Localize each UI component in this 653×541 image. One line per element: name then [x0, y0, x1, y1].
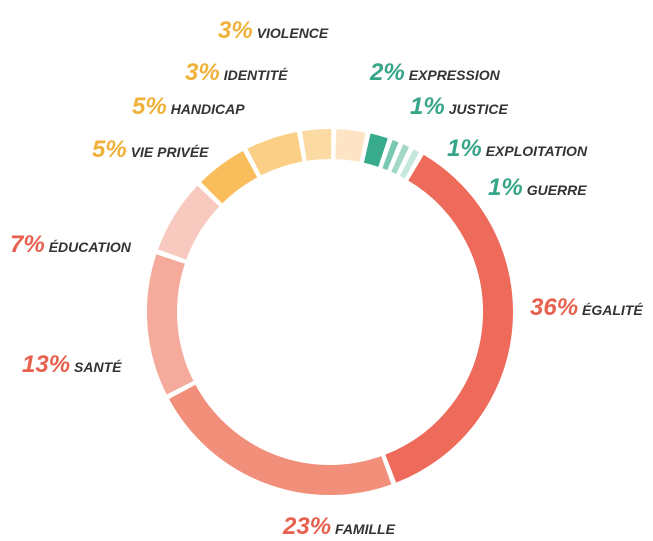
donut-segment [399, 149, 420, 179]
label-percent: 7% [10, 231, 45, 258]
donut-segment [385, 154, 513, 483]
label-name: VIOLENCE [257, 25, 329, 41]
donut-segment [302, 129, 332, 161]
label-percent: 3% [185, 59, 220, 86]
donut-segment [147, 254, 194, 395]
label-name: ÉGALITÉ [582, 302, 643, 318]
donut-segment [158, 185, 220, 261]
label-name: EXPLOITATION [486, 143, 588, 159]
label-percent: 3% [218, 17, 253, 44]
segment-label: 23% FAMILLE [282, 513, 396, 540]
label-name: HANDICAP [171, 101, 246, 117]
label-percent: 13% [22, 351, 70, 378]
label-name: IDENTITÉ [224, 67, 288, 83]
donut-segment [247, 132, 303, 176]
label-name: VIE PRIVÉE [131, 144, 209, 160]
label-name: JUSTICE [449, 101, 509, 117]
segment-label: 1% JUSTICE [410, 93, 508, 120]
label-name: SANTÉ [74, 359, 122, 375]
label-percent: 5% [92, 136, 127, 163]
label-percent: 2% [369, 59, 405, 86]
donut-segment [335, 129, 366, 162]
segment-label: 3% IDENTITÉ [185, 59, 288, 86]
donut-segment [169, 384, 392, 495]
donut-segment [382, 140, 399, 171]
label-percent: 5% [132, 93, 167, 120]
label-percent: 23% [282, 513, 331, 540]
donut-segment [363, 133, 388, 167]
label-percent: 36% [530, 294, 578, 321]
segment-label: 7% ÉDUCATION [10, 231, 132, 258]
donut-segment [201, 151, 258, 204]
segment-label: 36% ÉGALITÉ [530, 294, 643, 321]
segment-label: 1% EXPLOITATION [447, 135, 588, 162]
segment-label: 1% GUERRE [488, 174, 587, 201]
label-name: GUERRE [527, 182, 588, 198]
donut-segment [391, 144, 410, 175]
segment-label: 3% VIOLENCE [218, 17, 329, 44]
segment-label: 5% HANDICAP [132, 93, 245, 120]
segment-label: 5% VIE PRIVÉE [92, 136, 209, 163]
label-name: ÉDUCATION [49, 239, 132, 255]
label-percent: 1% [447, 135, 482, 162]
segment-label: 13% SANTÉ [22, 351, 122, 378]
label-name: EXPRESSION [409, 67, 501, 83]
label-name: FAMILLE [335, 521, 396, 537]
segment-label: 2% EXPRESSION [369, 59, 501, 86]
label-percent: 1% [410, 93, 445, 120]
label-percent: 1% [488, 174, 523, 201]
